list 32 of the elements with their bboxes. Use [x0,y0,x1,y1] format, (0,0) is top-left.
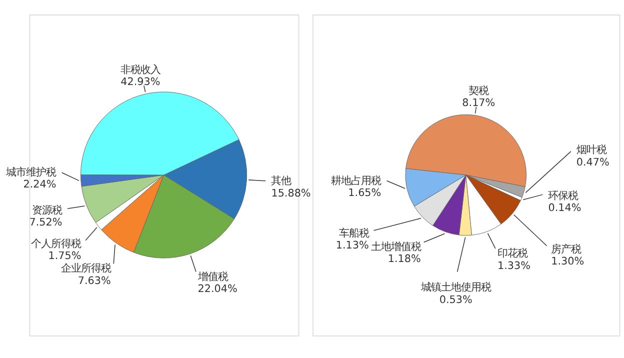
data-label: 1.18% [388,253,421,266]
data-label: 2.24% [23,178,56,191]
data-label: 1.75% [48,250,82,262]
slice-label: 增值税 [196,270,228,283]
data-label: 7.63% [78,274,111,287]
data-label: 22.04% [198,283,238,296]
slice-label: 土地增值税 [370,240,421,253]
data-label: 0.47% [576,156,610,168]
data-label: 1.13% [336,240,369,252]
data-label: 1.33% [498,260,531,272]
data-label: 42.93% [120,76,160,88]
slice-label: 个人所得税 [31,238,82,250]
data-label: 1.30% [551,256,584,268]
slice-label: 其他 [271,175,292,188]
slice-label: 房产税 [551,243,582,256]
slice-label: 企业所得税 [60,262,111,275]
slice-label: 烟叶税 [576,144,606,156]
slice-label: 印花税 [498,248,528,260]
slice-label: 城镇土地使用税 [420,282,491,294]
slice-label: 城市维护税 [5,166,56,178]
data-label: 7.52% [29,216,62,229]
slice-label: 资源税 [32,204,62,216]
slice-label: 耕地占用税 [331,174,382,187]
slice-label: 环保税 [548,190,578,202]
data-label: 8.17% [462,97,496,110]
data-label: 0.53% [439,294,472,306]
slice-label: 契税 [468,84,489,97]
data-label: 15.88% [271,187,311,200]
data-label: 0.14% [548,202,582,214]
slice-label: 非税收入 [120,64,160,76]
data-label: 1.65% [348,187,382,200]
slice-label: 车船税 [338,227,369,240]
